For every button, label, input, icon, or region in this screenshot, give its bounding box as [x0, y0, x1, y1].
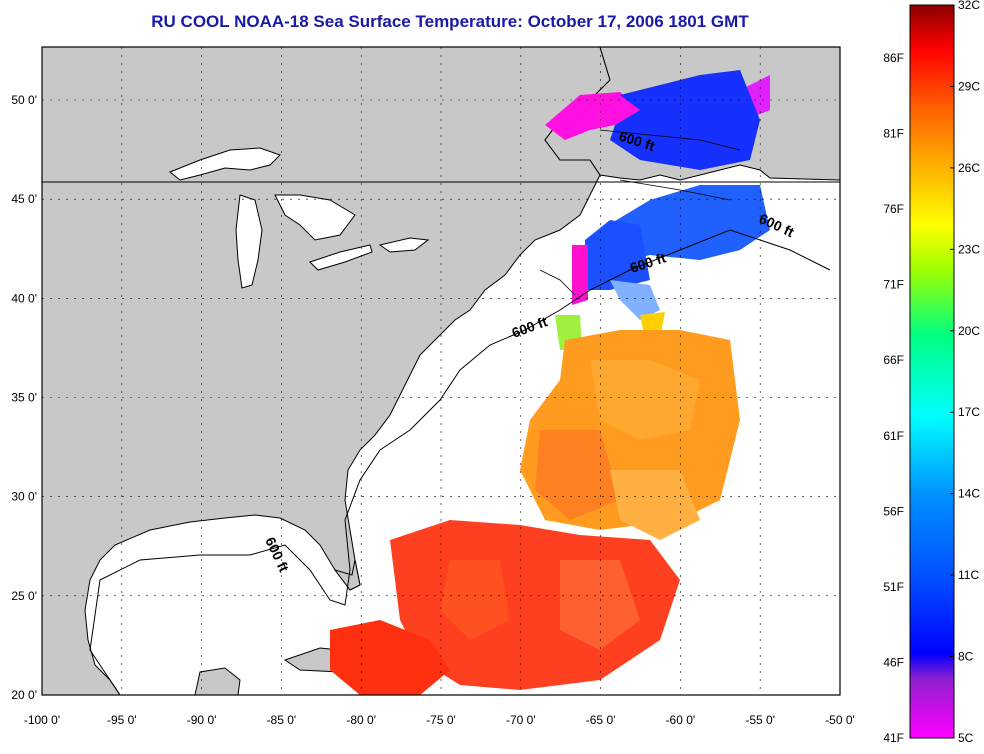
- coastline-detail: [539, 129, 741, 296]
- colorbar-celsius-label: 32C: [958, 0, 980, 12]
- latitude-tick-label: 50 0': [11, 93, 37, 107]
- colorbar-fahrenheit-label: 71F: [883, 278, 904, 292]
- longitude-tick-label: -95 0': [107, 713, 137, 727]
- isobath-600ft: [89, 229, 831, 695]
- colorbar-celsius-label: 5C: [958, 731, 974, 745]
- latitude-tick-label: 40 0': [11, 291, 37, 305]
- latitude-axis: 20 0' 25 0' 30 0' 35 0' 40 0' 45 0' 50 0': [11, 93, 37, 702]
- longitude-tick-label: -100 0': [24, 713, 60, 727]
- sst-patches: [330, 70, 770, 695]
- colorbar-fahrenheit-label: 76F: [883, 202, 904, 216]
- colorbar-celsius-label: 26C: [958, 161, 980, 175]
- longitude-tick-label: -80 0': [346, 713, 376, 727]
- colorbar-fahrenheit-label: 51F: [883, 580, 904, 594]
- colorbar-celsius-label: 11C: [958, 568, 979, 582]
- colorbar-celsius-label: 8C: [958, 650, 974, 664]
- latitude-tick-label: 20 0': [11, 688, 37, 702]
- colorbar: [909, 4, 955, 739]
- longitude-tick-label: -85 0': [267, 713, 297, 727]
- latitude-tick-label: 25 0': [11, 589, 37, 603]
- colorbar-celsius-label: 20C: [958, 324, 980, 338]
- latitude-tick-label: 35 0': [11, 391, 37, 405]
- longitude-tick-label: -90 0': [187, 713, 217, 727]
- longitude-tick-label: -60 0': [666, 713, 696, 727]
- colorbar-labels: 41F 46F 51F 56F 61F 66F 71F 76F 81F 86F 5C 8C 11C 14C…: [883, 0, 980, 745]
- colorbar-fahrenheit-label: 56F: [883, 504, 904, 518]
- longitude-axis: -100 0' -95 0' -90 0' -85 0' -80 0' -75 0' -70…: [24, 713, 855, 727]
- longitude-tick-label: -75 0': [426, 713, 456, 727]
- colorbar-fahrenheit-label: 86F: [883, 51, 904, 65]
- land-yucatan: [194, 667, 241, 695]
- latitude-tick-label: 30 0': [11, 490, 37, 504]
- colorbar-celsius-label: 29C: [958, 79, 980, 93]
- latitude-tick-label: 45 0': [11, 192, 37, 206]
- longitude-tick-label: -65 0': [586, 713, 616, 727]
- colorbar-celsius-label: 14C: [958, 487, 980, 501]
- colorbar-celsius-label: 17C: [958, 405, 980, 419]
- lake-huron: [274, 194, 356, 241]
- colorbar-fahrenheit-label: 61F: [883, 429, 904, 443]
- map-title: RU COOL NOAA-18 Sea Surface Temperature:…: [151, 12, 749, 31]
- lake-erie: [309, 244, 373, 271]
- colorbar-fahrenheit-label: 66F: [883, 353, 904, 367]
- colorbar-fahrenheit-label: 41F: [883, 731, 904, 745]
- colorbar-fahrenheit-label: 46F: [883, 655, 904, 669]
- lake-superior: [169, 147, 281, 181]
- gridlines: [41, 47, 841, 696]
- lake-ontario: [378, 237, 430, 253]
- longitude-tick-label: -55 0': [745, 713, 775, 727]
- colorbar-fahrenheit-label: 81F: [883, 127, 904, 141]
- lake-michigan: [235, 194, 263, 289]
- longitude-tick-label: -50 0': [825, 713, 855, 727]
- colorbar-celsius-label: 23C: [958, 242, 980, 256]
- longitude-tick-label: -70 0': [506, 713, 536, 727]
